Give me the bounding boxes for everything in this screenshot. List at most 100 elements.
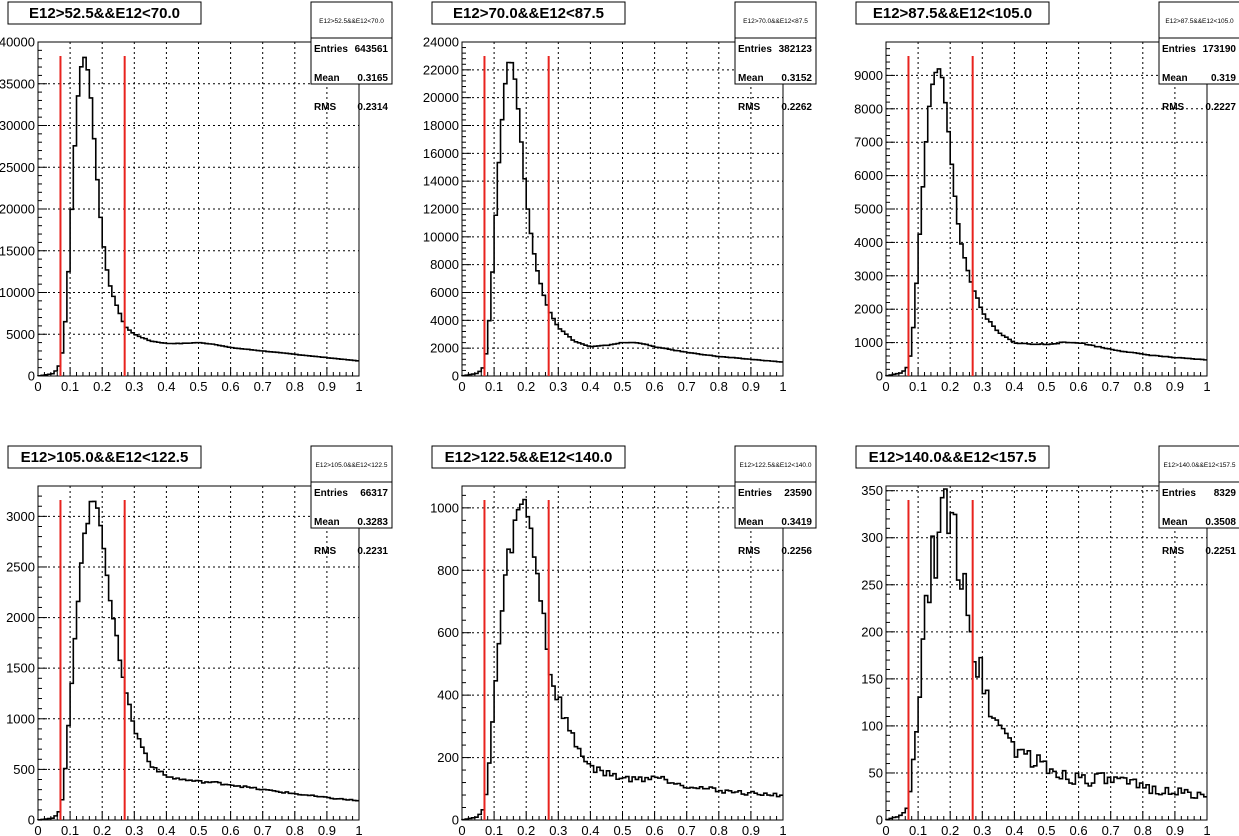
y-tick-label: 4000 xyxy=(430,313,459,328)
y-tick-label: 1000 xyxy=(854,335,883,350)
stats-label: Entries xyxy=(314,44,348,55)
panel-title: E12>122.5&&E12<140.0 xyxy=(445,449,613,466)
y-tick-label: 10000 xyxy=(0,285,35,300)
panel-title-box: E12>122.5&&E12<140.0 xyxy=(431,445,626,469)
x-tick-label: 0.2 xyxy=(517,379,535,394)
x-tick-label: 0.6 xyxy=(646,823,664,836)
stats-box: E12>52.5&&E12<70.0 Entries 643561 Mean 0.316… xyxy=(310,1,393,113)
stats-value: 0.2256 xyxy=(781,546,812,557)
y-tick-label: 100 xyxy=(861,718,883,733)
y-tick-label: 20000 xyxy=(0,202,35,217)
x-tick-label: 0.5 xyxy=(613,823,631,836)
x-tick-label: 0.7 xyxy=(678,379,696,394)
stats-box: E12>87.5&&E12<105.0 Entries 173190 Mean 0.31… xyxy=(1158,1,1239,113)
x-tick-label: 1 xyxy=(779,823,786,836)
histogram-line xyxy=(885,488,1207,821)
y-tick-label: 2500 xyxy=(6,559,35,574)
panel-title-box: E12>52.5&&E12<70.0 xyxy=(7,1,202,25)
y-tick-label: 0 xyxy=(452,813,459,828)
x-tick-label: 0.6 xyxy=(1070,823,1088,836)
x-tick-label: 0.5 xyxy=(189,379,207,394)
y-tick-label: 18000 xyxy=(423,118,459,133)
stats-label: Mean xyxy=(314,73,340,84)
histogram-line xyxy=(461,498,783,821)
x-tick-label: 0.4 xyxy=(157,823,175,836)
y-tick-label: 500 xyxy=(13,762,35,777)
y-tick-label: 2000 xyxy=(430,341,459,356)
x-tick-label: 0.9 xyxy=(742,379,760,394)
x-tick-label: 0.2 xyxy=(93,823,111,836)
histogram-panel-3: 0 0.1 0.2 0.3 0.4 0.5 0.6 0.7 0.8 0.9 1 0 1000 2000 30… xyxy=(854,1,1239,394)
x-tick-label: 0 xyxy=(34,379,41,394)
stats-value: 0.2251 xyxy=(1205,546,1236,557)
y-tick-label: 5000 xyxy=(854,202,883,217)
stats-label: RMS xyxy=(1162,546,1185,557)
x-tick-label: 0 xyxy=(882,379,889,394)
title-frame xyxy=(7,1,202,25)
x-tick-label: 0.4 xyxy=(1005,823,1023,836)
stats-value: 0.3508 xyxy=(1205,517,1236,528)
histogram-line xyxy=(885,68,1207,377)
stats-name: E12>122.5&&E12<140.0 xyxy=(740,462,812,469)
y-tick-label: 3000 xyxy=(6,509,35,524)
stats-frame xyxy=(310,1,393,85)
y-tick-label: 22000 xyxy=(423,62,459,77)
y-tick-label: 800 xyxy=(437,563,459,578)
panel-title: E12>105.0&&E12<122.5 xyxy=(21,449,189,466)
x-tick-label: 0.1 xyxy=(909,379,927,394)
stats-value: 643561 xyxy=(355,44,389,55)
histogram-panel-1: 0 0.1 0.2 0.3 0.4 0.5 0.6 0.7 0.8 0.9 1 0 5000 10000 1… xyxy=(0,1,393,394)
y-tick-label: 300 xyxy=(861,530,883,545)
panel-title-box: E12>70.0&&E12<87.5 xyxy=(431,1,626,25)
y-tick-label: 6000 xyxy=(854,168,883,183)
x-tick-label: 0.2 xyxy=(93,379,111,394)
x-tick-label: 0.5 xyxy=(1037,823,1055,836)
x-tick-label: 0.6 xyxy=(222,823,240,836)
stats-value: 0.2227 xyxy=(1205,102,1236,113)
y-tick-label: 30000 xyxy=(0,118,35,133)
x-tick-label: 0.5 xyxy=(1037,379,1055,394)
stats-value: 0.2314 xyxy=(357,102,388,113)
y-tick-label: 0 xyxy=(28,813,35,828)
stats-value: 66317 xyxy=(360,488,388,499)
y-tick-label: 40000 xyxy=(0,35,35,50)
stats-value: 173190 xyxy=(1203,44,1237,55)
x-tick-label: 0.4 xyxy=(581,823,599,836)
y-tick-label: 7000 xyxy=(854,135,883,150)
stats-name: E12>52.5&&E12<70.0 xyxy=(319,18,384,25)
stats-box: E12>122.5&&E12<140.0 Entries 23590 Mean 0.34… xyxy=(734,445,817,557)
x-tick-label: 0.9 xyxy=(1166,823,1184,836)
y-tick-label: 1000 xyxy=(430,500,459,515)
x-tick-label: 1 xyxy=(1203,823,1210,836)
title-frame xyxy=(431,445,626,469)
stats-frame xyxy=(734,445,817,529)
x-tick-label: 0.8 xyxy=(710,379,728,394)
x-tick-label: 0.3 xyxy=(549,823,567,836)
x-tick-label: 0.8 xyxy=(1134,823,1152,836)
title-frame xyxy=(855,1,1050,25)
stats-name: E12>105.0&&E12<122.5 xyxy=(316,462,388,469)
x-tick-label: 0.7 xyxy=(254,379,272,394)
x-tick-label: 0.7 xyxy=(1102,823,1120,836)
x-tick-label: 0.6 xyxy=(222,379,240,394)
panel-title-box: E12>87.5&&E12<105.0 xyxy=(855,1,1050,25)
y-tick-label: 5000 xyxy=(6,327,35,342)
stats-label: Entries xyxy=(738,488,772,499)
stats-value: 0.3419 xyxy=(781,517,812,528)
y-tick-label: 50 xyxy=(869,765,883,780)
x-tick-label: 0.8 xyxy=(286,823,304,836)
y-tick-label: 8000 xyxy=(430,257,459,272)
x-tick-label: 0.9 xyxy=(318,823,336,836)
y-tick-label: 2000 xyxy=(854,302,883,317)
histogram-line xyxy=(37,56,359,377)
stats-box: E12>70.0&&E12<87.5 Entries 382123 Mean 0.315… xyxy=(734,1,817,113)
panel-title-box: E12>140.0&&E12<157.5 xyxy=(855,445,1050,469)
stats-label: Mean xyxy=(1162,73,1188,84)
stats-label: RMS xyxy=(1162,102,1185,113)
y-tick-label: 35000 xyxy=(0,76,35,91)
stats-label: RMS xyxy=(314,102,337,113)
stats-box: E12>140.0&&E12<157.5 Entries 8329 Mean 0.350… xyxy=(1158,445,1239,557)
histogram-panel-2: 0 0.1 0.2 0.3 0.4 0.5 0.6 0.7 0.8 0.9 1 0 2000 4000 60… xyxy=(423,1,817,394)
x-tick-label: 0.9 xyxy=(1166,379,1184,394)
